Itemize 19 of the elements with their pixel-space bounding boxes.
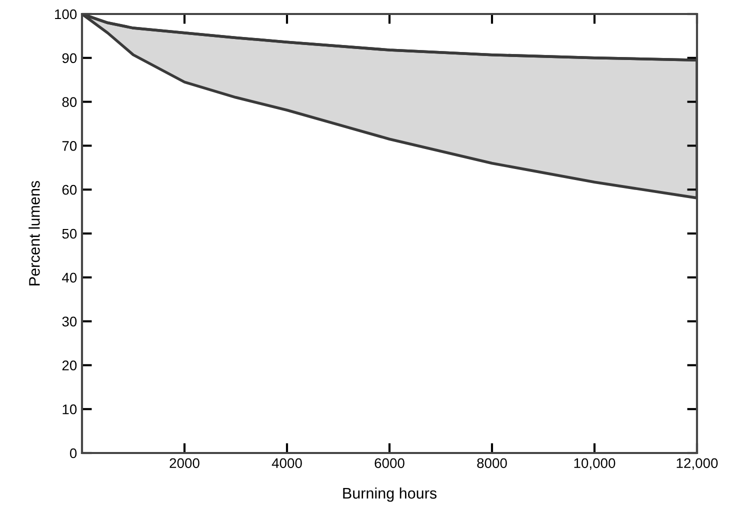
y-tick-label: 50 <box>62 228 77 239</box>
y-tick-label: 60 <box>62 184 77 195</box>
y-tick-label: 100 <box>55 9 77 20</box>
x-tick-label: 6000 <box>374 458 404 468</box>
y-tick-label: 90 <box>62 53 77 64</box>
y-tick-label: 40 <box>62 272 77 283</box>
x-tick-label: 12,000 <box>676 458 718 470</box>
y-tick-label: 0 <box>70 448 77 458</box>
x-tick-label: 2000 <box>170 458 200 468</box>
y-tick-label: 20 <box>62 360 77 370</box>
y-axis-title: Percent lumens <box>28 180 40 286</box>
x-axis-title: Burning hours <box>343 487 437 502</box>
x-tick-label: 8000 <box>477 458 507 468</box>
y-tick-label: 80 <box>62 97 77 107</box>
y-tick-label: 70 <box>62 141 77 151</box>
y-tick-label: 10 <box>62 404 77 414</box>
x-tick-label: 10,000 <box>574 458 616 470</box>
y-tick-label: 30 <box>62 316 77 326</box>
x-tick-label: 4000 <box>272 458 302 468</box>
